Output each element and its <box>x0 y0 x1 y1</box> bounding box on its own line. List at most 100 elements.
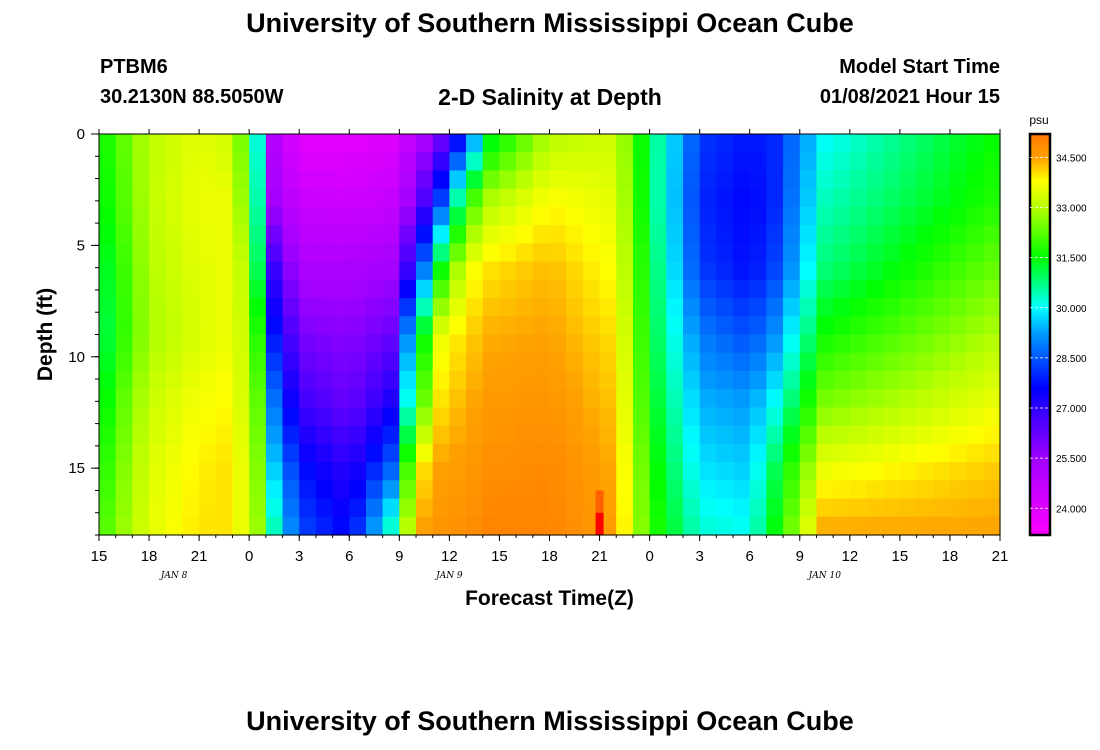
heatmap-cell <box>449 407 467 427</box>
heatmap-cell <box>382 334 400 354</box>
heatmap-cell <box>949 334 968 354</box>
heatmap-cell <box>766 279 784 299</box>
heatmap-cell <box>199 425 217 445</box>
heatmap-cell <box>883 134 901 153</box>
heatmap-cell <box>649 370 667 390</box>
heatmap-cell <box>649 261 667 281</box>
heatmap-cell <box>783 480 801 500</box>
heatmap-cell <box>532 443 551 463</box>
heatmap-cell <box>866 480 884 500</box>
heatmap-cell <box>716 225 734 244</box>
heatmap-cell <box>733 370 751 390</box>
heatmap-cell <box>883 389 901 409</box>
heatmap-cell <box>299 462 317 481</box>
heatmap-cell <box>883 225 901 244</box>
heatmap-cell <box>749 298 768 317</box>
heatmap-cell <box>466 316 484 336</box>
x-tick-label: 15 <box>91 548 108 565</box>
heatmap-cell <box>466 498 484 518</box>
heatmap-cell <box>849 352 868 372</box>
heatmap-cell <box>549 298 567 317</box>
heatmap-cell <box>132 407 150 427</box>
heatmap-cell <box>199 261 217 281</box>
heatmap-cell <box>716 352 734 372</box>
heatmap-cell <box>432 407 450 427</box>
heatmap-cell <box>332 407 350 427</box>
heatmap-cell <box>566 134 584 153</box>
heatmap-cell <box>416 516 434 536</box>
heatmap-cell <box>816 389 834 409</box>
heatmap-cell <box>332 516 350 536</box>
heatmap-cell <box>733 443 751 463</box>
heatmap-cell <box>299 316 317 336</box>
heatmap-cell <box>332 298 350 317</box>
heatmap-cell <box>599 334 617 354</box>
heatmap-cell <box>816 370 834 390</box>
heatmap-cell <box>749 516 768 536</box>
heatmap-cell <box>582 407 601 427</box>
heatmap-cell <box>866 134 884 153</box>
heatmap-cell <box>232 279 250 299</box>
heatmap-cell <box>733 188 751 208</box>
heatmap-cell <box>182 352 200 372</box>
heatmap-cell <box>315 316 334 336</box>
heatmap-cell <box>365 316 384 336</box>
heatmap-cell <box>849 134 868 153</box>
heatmap-cell <box>649 334 667 354</box>
heatmap-cell <box>899 407 918 427</box>
heatmap-cell <box>833 206 851 226</box>
heatmap-cell <box>916 188 934 208</box>
heatmap-cell <box>699 261 717 281</box>
x-tick-label: 0 <box>645 548 653 565</box>
heatmap-cell <box>933 407 951 427</box>
heatmap-cell <box>299 425 317 445</box>
heatmap-cell <box>983 352 1001 372</box>
heatmap-cell <box>516 443 534 463</box>
heatmap-cell <box>632 134 651 153</box>
heatmap-cell <box>149 334 167 354</box>
heatmap-cell <box>399 298 417 317</box>
heatmap-cell <box>649 425 667 445</box>
heatmap-cell <box>165 516 184 536</box>
heatmap-cell <box>315 225 334 244</box>
heatmap-cell <box>749 334 768 354</box>
heatmap-cell <box>532 389 551 409</box>
heatmap-cell <box>382 206 400 226</box>
heatmap-cell <box>833 370 851 390</box>
heatmap-cell <box>299 279 317 299</box>
heatmap-cell <box>816 334 834 354</box>
heatmap-cell <box>516 261 534 281</box>
heatmap-cell <box>716 516 734 536</box>
heatmap-cell <box>632 243 651 263</box>
heatmap-cell <box>549 516 567 536</box>
heatmap-cell <box>532 298 551 317</box>
heatmap-cell <box>883 443 901 463</box>
heatmap-cell <box>399 370 417 390</box>
heatmap-cell <box>115 498 133 518</box>
y-tick-label: 10 <box>68 349 85 366</box>
heatmap-cell <box>949 188 968 208</box>
heatmap-cell <box>799 134 818 153</box>
heatmap-cells <box>99 134 1001 536</box>
heatmap-cell <box>616 389 634 409</box>
heatmap-cell <box>315 334 334 354</box>
heatmap-cell <box>716 206 734 226</box>
heatmap-cell <box>916 261 934 281</box>
heatmap-cell <box>649 389 667 409</box>
heatmap-cell <box>733 334 751 354</box>
heatmap-cell <box>416 188 434 208</box>
heatmap-cell <box>599 188 617 208</box>
heatmap-cell <box>682 188 701 208</box>
heatmap-cell <box>482 498 501 518</box>
heatmap-cell <box>582 152 601 172</box>
heatmap-cell <box>249 279 267 299</box>
heatmap-cell <box>582 425 601 445</box>
heatmap-cell <box>666 334 684 354</box>
heatmap-cell <box>616 243 634 263</box>
heatmap-cell <box>899 498 918 518</box>
heatmap-cell <box>966 279 984 299</box>
heatmap-cell <box>466 170 484 190</box>
heatmap-cell <box>399 225 417 244</box>
heatmap-cell <box>232 370 250 390</box>
heatmap-cell <box>182 261 200 281</box>
